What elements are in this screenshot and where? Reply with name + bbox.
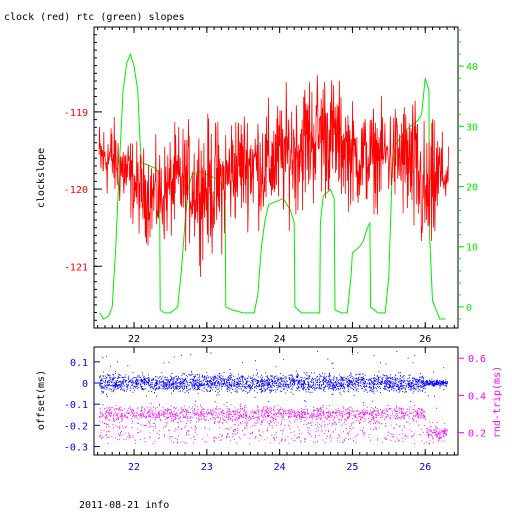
x-tick-label: 23 — [201, 334, 213, 345]
y-tick-label: -121 — [64, 262, 88, 273]
x-tick-label: 24 — [274, 334, 286, 345]
offset-plot-area — [99, 350, 448, 445]
x-tick-label: 26 — [419, 462, 431, 473]
y2-tick-label: 0.2 — [468, 429, 486, 440]
offset-frame — [93, 346, 459, 456]
offset-y-label: offset(ms) — [36, 370, 47, 430]
x-tick-label: 25 — [346, 462, 358, 473]
clock-series-line — [98, 75, 449, 277]
y-tick-label: -0.3 — [64, 443, 88, 454]
x-tick-label: 24 — [274, 462, 286, 473]
y-tick-label: -120 — [64, 185, 88, 196]
slopes-x-axis: 22 23 24 25 26 — [97, 27, 455, 345]
offset-y-axis-left: 0.1 0 -0.1 -0.2 -0.3 — [64, 358, 100, 454]
y-tick-label: 0 — [82, 379, 88, 390]
slopes-y-label: clockslope — [36, 148, 47, 208]
offset-panel: 22 23 24 25 26 0.1 0 -0.1 -0.2 -0.3 0.6 0.4 0.2 of… — [36, 346, 503, 473]
rndtrip-y-label: rnd-trip(ms) — [492, 366, 503, 438]
slopes-plot-area — [98, 52, 449, 320]
y-tick-label: -0.2 — [64, 421, 88, 432]
y2-tick-label: 10 — [466, 243, 478, 254]
y2-tick-label: 30 — [466, 122, 478, 133]
y-tick-label: -119 — [64, 108, 88, 119]
y2-tick-label: 0 — [466, 303, 472, 314]
x-tick-label: 26 — [419, 334, 431, 345]
y2-tick-label: 0.4 — [468, 391, 486, 402]
slopes-frame — [93, 26, 459, 329]
slopes-panel: 22 23 24 25 26 -119 -120 -121 0 10 20 30 40 clocks… — [36, 26, 478, 345]
offset-y-axis-right: 0.6 0.4 0.2 — [458, 354, 486, 440]
slopes-y-axis-right: 0 10 20 30 40 — [458, 29, 478, 320]
y-tick-label: 0.1 — [70, 358, 88, 369]
y2-tick-label: 0.6 — [468, 354, 486, 365]
rndtrip-series-points — [99, 402, 448, 445]
offset-x-axis: 22 23 24 25 26 — [97, 347, 455, 473]
footer-date-info: 2011-08-21 info — [79, 500, 170, 511]
y2-tick-label: 20 — [466, 183, 478, 194]
x-tick-label: 23 — [201, 462, 213, 473]
y2-tick-label: 40 — [466, 62, 478, 73]
x-tick-label: 22 — [128, 334, 140, 345]
y-tick-label: -0.1 — [64, 400, 88, 411]
chart-title: clock (red) rtc (green) slopes — [4, 12, 185, 23]
x-tick-label: 22 — [128, 462, 140, 473]
offset-series-points — [99, 350, 448, 415]
x-tick-label: 25 — [346, 334, 358, 345]
slopes-y-axis-left: -119 -120 -121 — [64, 26, 102, 329]
